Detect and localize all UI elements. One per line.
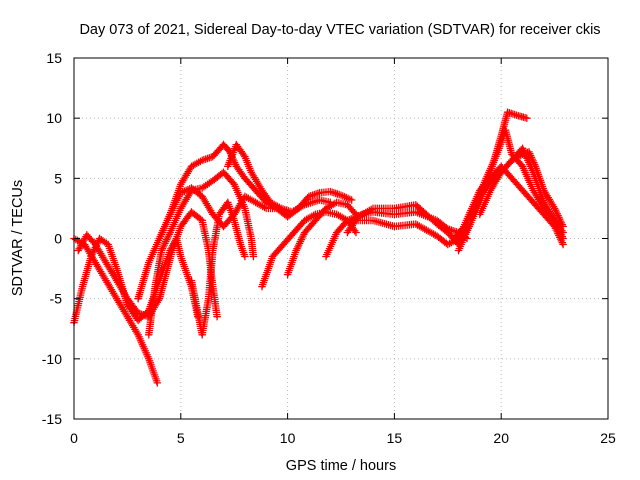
y-tick-label: -15 <box>42 411 62 427</box>
series-trace-7 <box>187 198 249 339</box>
x-tick-label: 20 <box>493 430 509 446</box>
y-tick-label: 10 <box>46 110 62 126</box>
x-tick-label: 0 <box>70 430 78 446</box>
x-tick-label: 15 <box>387 430 403 446</box>
y-tick-label: 5 <box>54 170 62 186</box>
axis-ticks: 0 5 10 15 20 25 -15 -10 -5 0 5 10 15 <box>42 50 616 446</box>
y-tick-label: -10 <box>42 351 62 367</box>
y-tick-label: -5 <box>50 291 63 307</box>
series-trace-16 <box>475 144 567 243</box>
series-trace-3 <box>74 208 221 321</box>
x-tick-label: 10 <box>280 430 296 446</box>
y-tick-label: 15 <box>46 50 62 66</box>
y-axis-label: SDTVAR / TECUs <box>10 180 26 296</box>
x-tick-label: 5 <box>177 430 185 446</box>
x-tick-label: 25 <box>600 430 616 446</box>
chart-title: Day 073 of 2021, Sidereal Day-to-day VTE… <box>79 22 600 38</box>
x-axis-label: GPS time / hours <box>286 458 396 474</box>
series-trace-8 <box>223 140 335 216</box>
data-series <box>70 108 567 387</box>
series-trace-10 <box>283 198 360 279</box>
y-tick-label: 0 <box>54 231 62 247</box>
